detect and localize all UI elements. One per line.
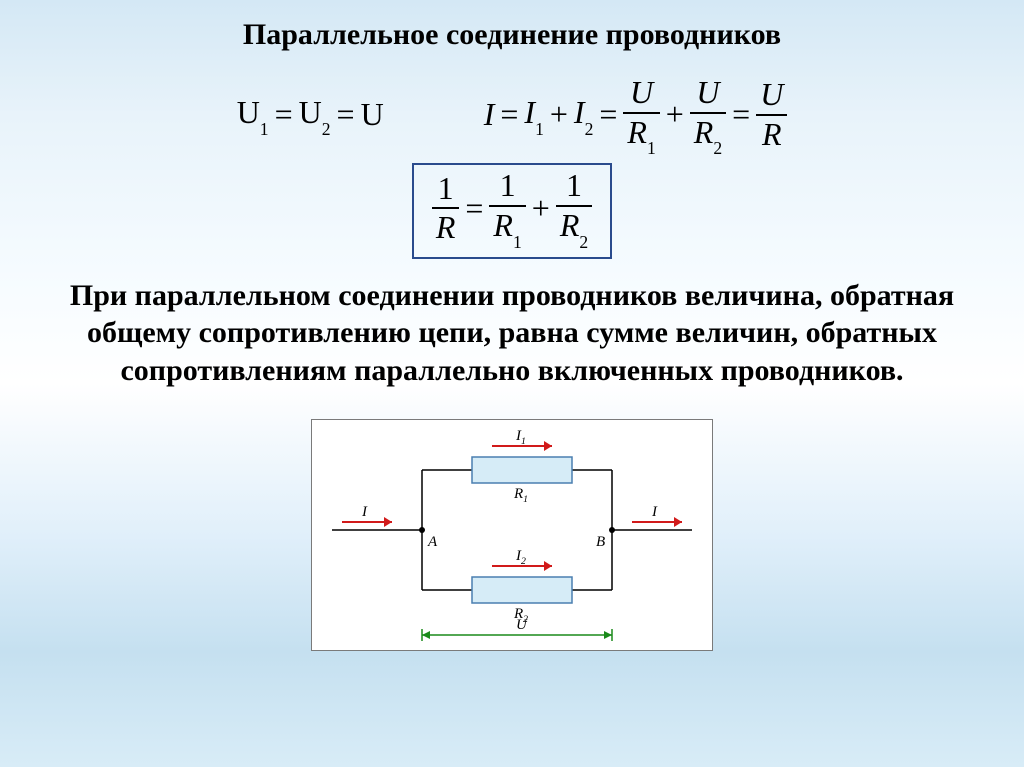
svg-text:I: I <box>361 504 368 520</box>
circuit-svg: III1I2R1R2ABU <box>312 420 712 650</box>
svg-text:A: A <box>427 534 438 550</box>
equation-row-2: 1 R = 1 R1 + 1 R2 <box>412 163 612 258</box>
current-equation: I = I1 + I2 = U R1 + U R2 = U R <box>484 76 788 153</box>
svg-text:I2: I2 <box>515 548 526 567</box>
resistance-equation-box: 1 R = 1 R1 + 1 R2 <box>412 163 612 258</box>
svg-text:U: U <box>516 617 528 633</box>
resistance-equation: 1 R = 1 R1 + 1 R2 <box>432 169 592 246</box>
voltage-equation: U1 = U2 = U <box>237 94 384 135</box>
equation-row-1: U1 = U2 = U I = I1 + I2 = U R1 + U R2 <box>40 76 984 153</box>
svg-text:I: I <box>651 504 658 520</box>
slide-title: Параллельное соединение проводников <box>243 18 781 52</box>
svg-text:B: B <box>596 534 605 550</box>
svg-text:R1: R1 <box>513 486 528 505</box>
law-text: При параллельном соединении проводников … <box>52 277 972 390</box>
svg-text:I1: I1 <box>515 428 526 447</box>
circuit-diagram: III1I2R1R2ABU <box>311 419 713 651</box>
